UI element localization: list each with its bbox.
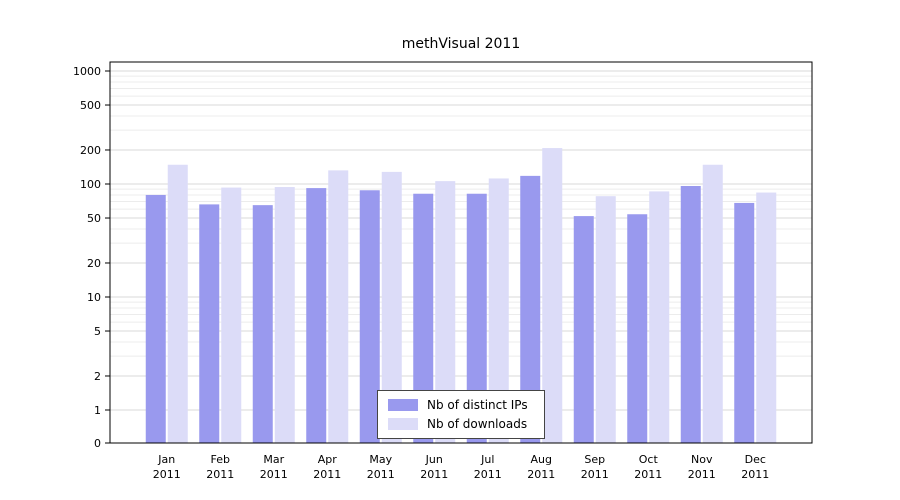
bar-downloads-Jun [435,181,456,443]
bar-distinct-ips-Apr [306,188,327,443]
bar-distinct-ips-Oct [627,214,648,443]
legend-label-distinct-ips: Nb of distinct IPs [427,398,528,412]
chart-title: methVisual 2011 [401,36,521,52]
bar-distinct-ips-Jul [466,193,487,443]
legend-label-downloads: Nb of downloads [427,417,528,431]
y-tick-label: 100 [80,178,101,191]
bar-distinct-ips-Nov [680,186,701,443]
x-tick-label-month: Jul [480,453,494,466]
bar-distinct-ips-Aug [520,175,541,444]
bar-downloads-Oct [649,191,670,443]
x-tick-label-year: 2011 [741,468,769,481]
plot-border [109,61,813,444]
y-axis-labels: 0 1 2 5 10 20 50 100 200 500 1000 [73,65,101,450]
bar-distinct-ips-Jan [145,194,166,443]
bar-downloads-Mar [274,187,295,443]
y-tick-label: 1 [94,404,101,417]
x-tick-label-year: 2011 [634,468,662,481]
x-tick-label-month: Sep [584,453,605,466]
bars [145,148,777,444]
bar-downloads-Sep [595,196,616,443]
axes [105,61,813,444]
bar-downloads-Aug [542,148,563,443]
x-tick-label-month: Feb [211,453,230,466]
legend-swatch-distinct-ips [388,399,418,411]
x-tick-label-month: Aug [531,453,552,466]
bar-distinct-ips-Sep [573,216,594,443]
legend-item-distinct-ips: Nb of distinct IPs [388,398,528,412]
x-tick-label-month: Nov [691,453,713,466]
x-tick-label-month: Jun [425,453,443,466]
y-tick-label: 50 [87,212,101,225]
x-tick-label-month: May [369,453,392,466]
bar-downloads-Apr [328,170,349,443]
y-tick-label: 2 [94,370,101,383]
x-tick-label-year: 2011 [527,468,555,481]
x-tick-label-year: 2011 [474,468,502,481]
y-tick-label: 0 [94,437,101,450]
legend: Nb of distinct IPs Nb of downloads [377,390,545,439]
x-tick-label-year: 2011 [260,468,288,481]
bar-downloads-Jul [488,178,509,444]
x-tick-label-year: 2011 [420,468,448,481]
x-tick-label-month: Jan [157,453,175,466]
x-tick-label-year: 2011 [206,468,234,481]
bar-distinct-ips-Feb [199,204,220,443]
bar-downloads-May [381,171,402,444]
bar-downloads-Dec [756,192,777,443]
x-tick-label-year: 2011 [688,468,716,481]
x-axis-labels: Jan 2011 Feb 2011 Mar 2011 Apr 2011 May 2011 Jun 20… [153,453,770,481]
bar-distinct-ips-Dec [734,202,755,443]
y-tick-label: 10 [87,291,101,304]
y-tick-label: 200 [80,144,101,157]
bar-distinct-ips-May [359,190,380,443]
x-tick-label-year: 2011 [581,468,609,481]
x-tick-label-month: Oct [639,453,659,466]
x-tick-label-year: 2011 [367,468,395,481]
y-tick-label: 20 [87,257,101,270]
bar-downloads-Feb [221,187,242,443]
y-tick-label: 5 [94,325,101,338]
y-tick-label: 500 [80,99,101,112]
x-tick-label-month: Mar [263,453,284,466]
y-tick-label: 1000 [73,65,101,78]
bar-downloads-Jan [167,164,188,443]
legend-swatch-downloads [388,418,418,430]
x-tick-label-month: Apr [318,453,338,466]
bar-downloads-Nov [702,164,723,443]
bar-distinct-ips-Jun [413,193,434,443]
x-tick-label-year: 2011 [313,468,341,481]
x-tick-label-month: Dec [745,453,766,466]
bar-distinct-ips-Mar [252,205,273,443]
x-tick-label-year: 2011 [153,468,181,481]
legend-item-downloads: Nb of downloads [388,417,528,431]
